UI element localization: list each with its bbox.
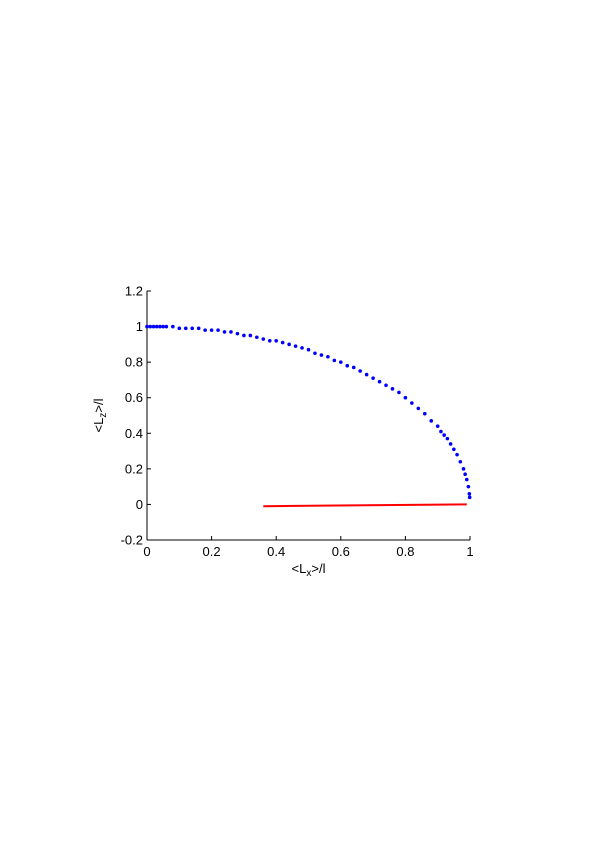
data-point xyxy=(339,360,343,364)
x-axis-label-part: <L xyxy=(292,561,307,576)
data-point xyxy=(464,477,469,482)
x-tick-label: 0 xyxy=(143,544,150,559)
x-axis-label-part: x xyxy=(306,568,311,579)
data-point xyxy=(171,324,175,329)
data-point xyxy=(467,495,472,500)
y-tick-label: -0.2 xyxy=(121,533,143,548)
y-tick-label: 0.4 xyxy=(125,426,143,441)
data-point xyxy=(261,337,266,341)
data-point xyxy=(351,365,356,370)
data-point xyxy=(145,324,149,329)
data-point xyxy=(435,424,440,428)
y-tick-label: 0.2 xyxy=(125,461,143,476)
data-point xyxy=(455,452,459,457)
data-point xyxy=(300,346,304,350)
data-point xyxy=(235,331,240,336)
data-point xyxy=(377,379,382,384)
data-point xyxy=(416,406,421,411)
data-point xyxy=(287,342,291,347)
x-tick-label: 1 xyxy=(466,544,473,559)
y-axis-label: <Lz>/l xyxy=(91,398,109,432)
x-tick-label: 0.2 xyxy=(203,544,221,559)
data-point xyxy=(422,411,427,416)
data-point xyxy=(158,324,162,329)
y-axis-label-part: z xyxy=(98,413,109,418)
data-point xyxy=(177,326,182,331)
data-point xyxy=(410,401,414,405)
x-tick-label: 0.4 xyxy=(267,544,285,559)
data-point xyxy=(242,333,246,338)
data-point xyxy=(458,459,463,464)
x-tick-label: 0.8 xyxy=(396,544,414,559)
x-axis-label-part: >/l xyxy=(311,561,325,576)
data-point xyxy=(164,324,169,329)
data-point xyxy=(306,347,311,352)
data-point xyxy=(293,344,298,348)
y-axis-label-part: <L xyxy=(91,418,106,433)
x-tick-label: 0.6 xyxy=(332,544,350,559)
data-point xyxy=(452,447,456,452)
data-line xyxy=(263,503,467,508)
y-tick-label: 0.6 xyxy=(125,390,143,405)
data-point xyxy=(345,363,350,368)
y-axis-label-part: >/l xyxy=(91,398,106,412)
data-point xyxy=(326,355,330,359)
y-tick-label: 0 xyxy=(136,497,143,512)
data-point xyxy=(358,369,362,373)
data-point xyxy=(463,472,467,476)
data-point xyxy=(319,353,324,357)
x-axis-label: <Lx>/l xyxy=(292,561,326,579)
data-point xyxy=(216,328,220,332)
data-point xyxy=(203,328,207,332)
data-point xyxy=(222,330,227,334)
data-point xyxy=(461,467,466,471)
data-point xyxy=(148,324,153,329)
y-tick-label: 0.8 xyxy=(125,355,143,370)
data-point xyxy=(209,328,214,332)
data-point xyxy=(255,335,259,340)
data-point xyxy=(429,419,434,423)
data-point xyxy=(154,324,159,329)
data-point xyxy=(466,484,471,489)
data-point xyxy=(467,491,472,496)
data-point xyxy=(229,330,233,334)
data-point xyxy=(442,433,446,437)
data-point xyxy=(274,339,279,343)
data-point xyxy=(445,436,450,441)
data-point xyxy=(196,326,201,331)
data-point xyxy=(151,324,156,329)
data-point xyxy=(448,442,453,446)
data-point xyxy=(390,387,395,391)
data-point xyxy=(371,376,375,380)
data-point xyxy=(332,358,337,363)
data-point xyxy=(384,383,388,388)
data-point xyxy=(183,326,188,331)
y-tick-label: 1 xyxy=(136,319,143,334)
data-point xyxy=(403,395,408,400)
data-point xyxy=(248,333,253,338)
data-point xyxy=(190,326,195,331)
data-point xyxy=(364,372,369,377)
y-tick-label: 1.2 xyxy=(125,284,143,299)
data-point xyxy=(439,429,443,434)
data-point xyxy=(161,324,165,329)
data-point xyxy=(267,339,272,343)
data-point xyxy=(397,390,401,395)
data-point xyxy=(313,351,317,356)
data-point xyxy=(280,340,285,345)
